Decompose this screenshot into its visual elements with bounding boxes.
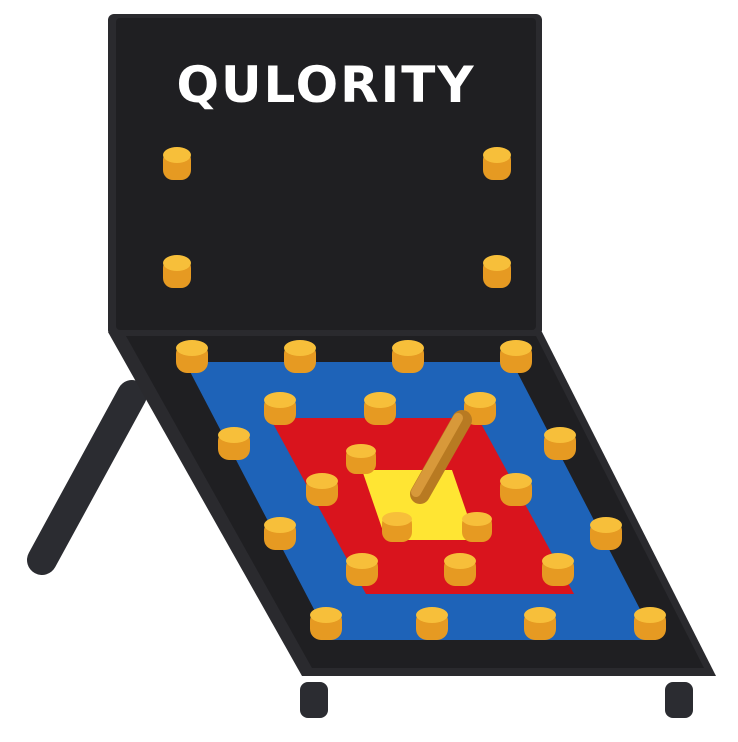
peg-5 xyxy=(218,427,250,460)
peg-6 xyxy=(544,427,576,460)
back-panel xyxy=(108,14,542,336)
peg-14 xyxy=(364,392,396,425)
peg-23 xyxy=(462,512,492,542)
peg-19 xyxy=(444,553,476,586)
peg-8 xyxy=(590,517,622,550)
peg-1 xyxy=(176,340,208,373)
board-feet xyxy=(300,682,693,718)
peg-7 xyxy=(264,517,296,550)
peg-12 xyxy=(634,607,666,640)
peg-2 xyxy=(284,340,316,373)
center-stick-icon xyxy=(410,410,472,504)
peg-back-3 xyxy=(163,255,191,288)
peg-back-1 xyxy=(163,147,191,180)
peg-11 xyxy=(524,607,556,640)
peg-13 xyxy=(264,392,296,425)
peg-18 xyxy=(346,553,378,586)
peg-20 xyxy=(542,553,574,586)
peg-21 xyxy=(346,444,376,474)
peg-22 xyxy=(382,512,412,542)
surface-pegs xyxy=(176,340,666,640)
peg-back-2 xyxy=(483,147,511,180)
peg-3 xyxy=(392,340,424,373)
playing-surface xyxy=(108,332,716,676)
peg-9 xyxy=(310,607,342,640)
peg-10 xyxy=(416,607,448,640)
peg-4 xyxy=(500,340,532,373)
peg-17 xyxy=(500,473,532,506)
peg-15 xyxy=(464,392,496,425)
back-panel-pegs xyxy=(163,147,511,288)
board-title: QULORITY xyxy=(176,56,475,114)
support-leg xyxy=(27,380,147,575)
peg-16 xyxy=(306,473,338,506)
peg-back-4 xyxy=(483,255,511,288)
